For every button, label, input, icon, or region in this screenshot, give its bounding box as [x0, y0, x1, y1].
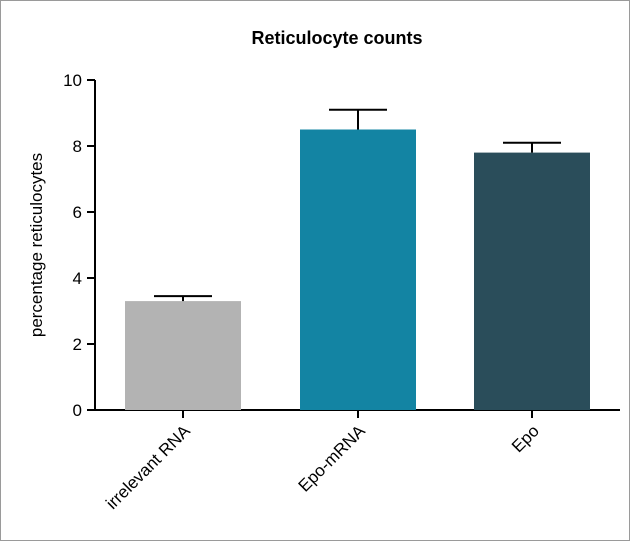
bars [125, 129, 590, 410]
bar [125, 301, 241, 410]
y-tick-label: 10 [63, 71, 82, 90]
bar [474, 152, 590, 410]
x-tick-label: Epo-mRNA [295, 421, 370, 496]
y-tick-label: 0 [73, 401, 82, 420]
x-tick-labels: irrelevant RNA Epo-mRNA Epo [102, 421, 543, 513]
y-tick-label: 8 [73, 137, 82, 156]
y-tick-label: 4 [73, 269, 82, 288]
x-tick-label: irrelevant RNA [102, 421, 194, 513]
y-tick-label: 2 [73, 335, 82, 354]
error-bars [154, 108, 561, 302]
y-tick-label: 6 [73, 203, 82, 222]
x-tick-label: Epo [508, 421, 543, 456]
chart-title: Reticulocyte counts [251, 28, 422, 48]
bar [300, 129, 416, 410]
y-axis-label: percentage reticulocytes [27, 153, 46, 337]
